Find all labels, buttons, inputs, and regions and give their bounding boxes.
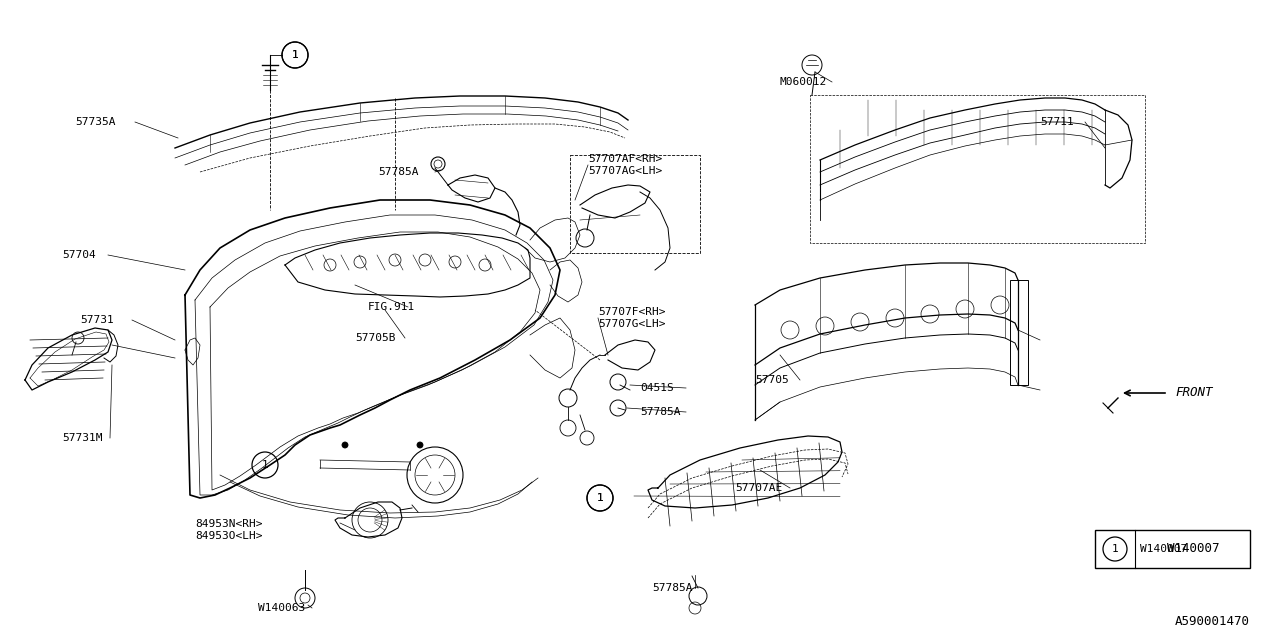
Text: 57785A: 57785A: [652, 583, 692, 593]
Text: 57735A: 57735A: [76, 117, 115, 127]
Text: 1: 1: [596, 493, 603, 503]
Text: FIG.911: FIG.911: [369, 302, 415, 312]
Text: 57705B: 57705B: [355, 333, 396, 343]
Text: 84953N<RH>
84953O<LH>: 84953N<RH> 84953O<LH>: [195, 519, 262, 541]
Text: W140007: W140007: [1167, 543, 1220, 556]
Text: 57785A: 57785A: [378, 167, 419, 177]
Text: M060012: M060012: [780, 77, 827, 87]
Text: A590001470: A590001470: [1175, 615, 1251, 628]
Bar: [1010, 280, 1028, 385]
Text: 57705: 57705: [755, 375, 788, 385]
Text: FRONT: FRONT: [1175, 387, 1212, 399]
Circle shape: [417, 442, 422, 448]
Text: 0451S: 0451S: [640, 383, 673, 393]
Text: 1: 1: [292, 50, 298, 60]
Text: 57704: 57704: [61, 250, 96, 260]
Text: 1: 1: [596, 493, 603, 503]
Text: W140063: W140063: [259, 603, 305, 613]
Text: 1: 1: [292, 50, 298, 60]
Text: 1: 1: [1111, 544, 1119, 554]
Text: 57785A: 57785A: [640, 407, 681, 417]
Text: 57707F<RH>
57707G<LH>: 57707F<RH> 57707G<LH>: [598, 307, 666, 329]
Text: 57707AE: 57707AE: [735, 483, 782, 493]
Bar: [1094, 530, 1251, 568]
Bar: [570, 155, 700, 253]
Text: 57707AF<RH>
57707AG<LH>: 57707AF<RH> 57707AG<LH>: [588, 154, 662, 176]
Text: W140007: W140007: [1140, 544, 1188, 554]
Text: 1: 1: [261, 460, 269, 470]
Text: 57731: 57731: [79, 315, 114, 325]
Bar: [810, 95, 1146, 243]
Text: 57731M: 57731M: [61, 433, 102, 443]
Text: 57711: 57711: [1039, 117, 1074, 127]
Circle shape: [342, 442, 348, 448]
